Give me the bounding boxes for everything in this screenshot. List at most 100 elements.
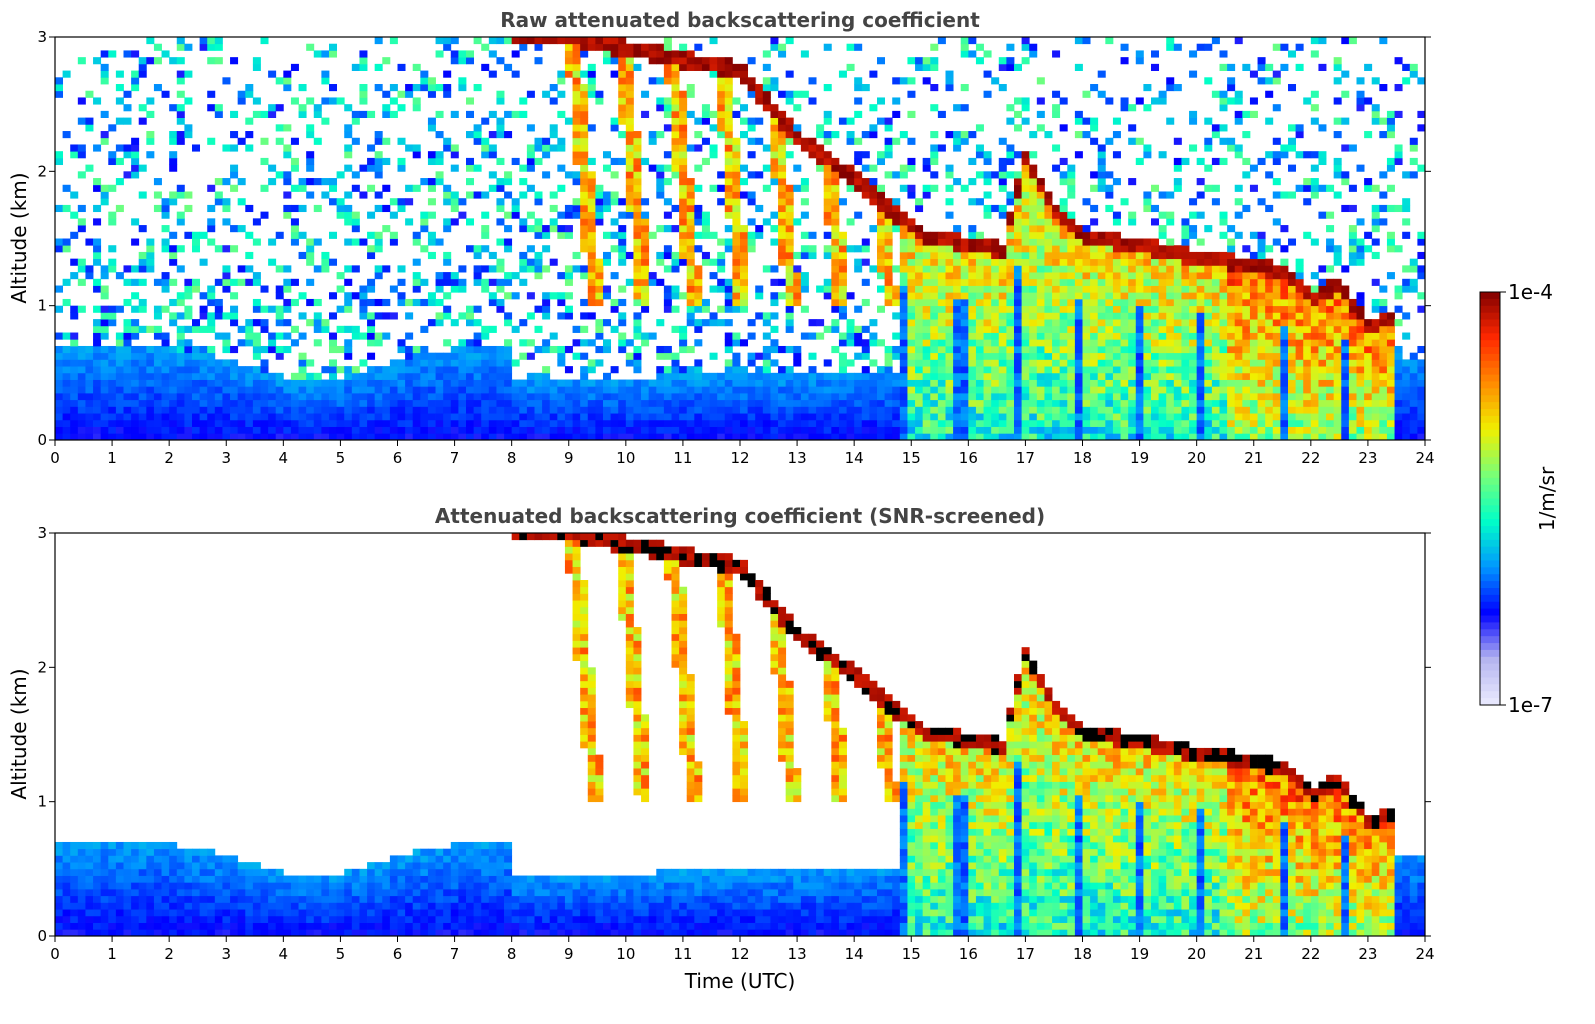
heatmap-cell: [161, 419, 170, 427]
heatmap-cell: [656, 57, 665, 65]
heatmap-cell: [245, 325, 254, 333]
heatmap-cell: [762, 218, 771, 226]
heatmap-cell: [214, 191, 223, 199]
heatmap-cell: [526, 413, 535, 421]
heatmap-cell: [869, 70, 878, 78]
heatmap-cell: [1052, 372, 1061, 380]
heatmap-cell: [504, 211, 513, 219]
heatmap-cell: [930, 245, 939, 253]
heatmap-cell: [1021, 325, 1030, 333]
heatmap-cell: [526, 157, 535, 166]
heatmap-cell: [389, 238, 398, 246]
heatmap-cell: [389, 97, 398, 105]
heatmap-cell: [960, 352, 969, 360]
heatmap-cell: [686, 245, 695, 253]
heatmap-cell: [846, 171, 855, 179]
heatmap-cell: [192, 413, 201, 421]
heatmap-cell: [184, 124, 193, 132]
heatmap-cell: [131, 406, 140, 414]
heatmap-cell: [1090, 258, 1099, 266]
heatmap-cell: [313, 110, 322, 118]
heatmap-cell: [214, 406, 223, 414]
heatmap-cell: [488, 251, 497, 260]
heatmap-cell: [762, 84, 771, 92]
heatmap-cell: [252, 97, 261, 105]
heatmap-cell: [922, 399, 931, 407]
heatmap-cell: [1151, 339, 1160, 347]
heatmap-cell: [671, 265, 680, 273]
heatmap-cell: [1052, 352, 1061, 360]
heatmap-cell: [260, 413, 269, 421]
heatmap-cell: [975, 251, 984, 260]
heatmap-cell: [1219, 278, 1228, 286]
heatmap-cell: [998, 171, 1007, 179]
heatmap-cell: [800, 90, 809, 98]
heatmap-cell: [549, 419, 558, 427]
heatmap-cell: [131, 372, 140, 380]
heatmap-cell: [861, 325, 870, 333]
heatmap-cell: [283, 419, 292, 427]
heatmap-cell: [1151, 392, 1160, 401]
heatmap-cell: [892, 77, 901, 85]
heatmap-cell: [983, 70, 992, 78]
heatmap-cell: [595, 204, 604, 213]
heatmap-cell: [1227, 272, 1236, 280]
heatmap-cell: [55, 366, 64, 374]
heatmap-cell: [960, 339, 969, 347]
heatmap-cell: [1151, 366, 1160, 374]
heatmap-cell: [694, 131, 703, 139]
heatmap-cell: [1227, 225, 1236, 233]
heatmap-cell: [968, 272, 977, 280]
heatmap-cell: [1166, 345, 1175, 354]
heatmap-cell: [701, 392, 710, 401]
heatmap-cell: [838, 305, 847, 313]
heatmap-cell: [877, 218, 886, 226]
heatmap-cell: [701, 372, 710, 380]
heatmap-cell: [336, 413, 345, 421]
heatmap-cell: [770, 157, 779, 166]
heatmap-cell: [466, 392, 475, 401]
heatmap-cell: [1234, 184, 1243, 192]
heatmap-cell: [1082, 413, 1091, 421]
heatmap-cell: [481, 117, 490, 125]
heatmap-cell: [663, 104, 672, 112]
heatmap-cell: [587, 265, 596, 273]
heatmap-cell: [732, 198, 741, 206]
heatmap-cell: [732, 285, 741, 293]
heatmap-cell: [511, 110, 520, 118]
heatmap-cell: [146, 392, 155, 401]
heatmap-cell: [679, 399, 688, 407]
heatmap-cell: [252, 332, 261, 340]
heatmap-cell: [899, 238, 908, 246]
heatmap-cell: [587, 292, 596, 300]
heatmap-cell: [1234, 110, 1243, 118]
heatmap-cell: [1021, 97, 1030, 105]
heatmap-cell: [222, 386, 231, 394]
heatmap-cell: [511, 379, 520, 387]
heatmap-cell: [306, 124, 315, 132]
heatmap-cell: [778, 399, 787, 407]
heatmap-cell: [131, 70, 140, 78]
heatmap-cell: [329, 379, 338, 387]
heatmap-cell: [435, 50, 444, 58]
heatmap-cell: [93, 184, 102, 192]
heatmap-cell: [1014, 406, 1023, 414]
heatmap-cell: [884, 399, 893, 407]
heatmap-cell: [770, 325, 779, 333]
heatmap-cell: [466, 218, 475, 226]
heatmap-cell: [686, 191, 695, 199]
heatmap-cell: [542, 245, 551, 253]
heatmap-cell: [1204, 292, 1213, 300]
heatmap-cell: [367, 157, 376, 166]
heatmap-cell: [610, 231, 619, 239]
heatmap-cell: [1204, 406, 1213, 414]
heatmap-cell: [937, 298, 946, 307]
heatmap-cell: [1120, 298, 1129, 307]
heatmap-cell: [975, 413, 984, 421]
heatmap-cell: [557, 359, 566, 367]
heatmap-cell: [1052, 332, 1061, 340]
heatmap-cell: [245, 204, 254, 213]
heatmap-cell: [389, 198, 398, 206]
heatmap-cell: [473, 359, 482, 367]
heatmap-cell: [435, 392, 444, 401]
